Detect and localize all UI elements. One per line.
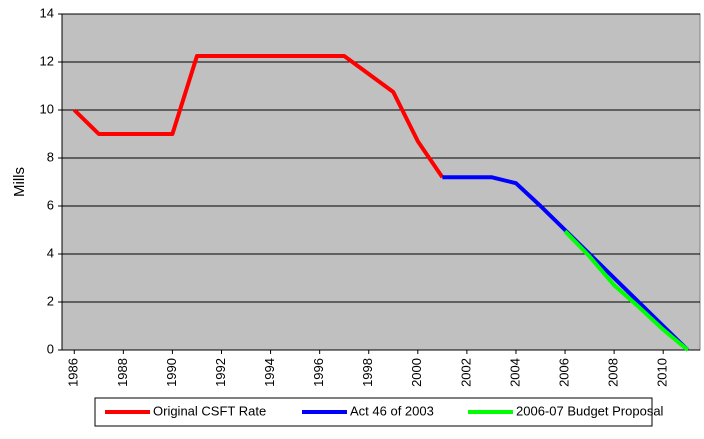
series-line — [442, 175, 690, 352]
y-axis-label: Mills — [11, 167, 28, 197]
legend-label: 2006-07 Budget Proposal — [516, 403, 664, 418]
y-tick-label: 2 — [47, 293, 54, 308]
y-tick-label: 4 — [47, 245, 54, 260]
y-tick-label: 10 — [40, 101, 54, 116]
x-tick-label: 2008 — [606, 358, 621, 387]
x-tick-label: 1998 — [360, 358, 375, 387]
x-tick-label: 2004 — [507, 358, 522, 387]
x-tick-label: 1992 — [213, 358, 228, 387]
legend-label: Original CSFT Rate — [153, 403, 266, 418]
x-tick-label: 2010 — [655, 358, 670, 387]
x-tick-label: 1994 — [262, 358, 277, 387]
y-tick-label: 0 — [47, 341, 54, 356]
y-tick-label: 14 — [40, 5, 54, 20]
x-tick-label: 1988 — [115, 358, 130, 387]
legend-label: Act 46 of 2003 — [350, 403, 434, 418]
x-tick-label: 2006 — [556, 358, 571, 387]
y-tick-label: 8 — [47, 149, 54, 164]
x-tick-label: 1996 — [311, 358, 326, 387]
y-tick-label: 6 — [47, 197, 54, 212]
plot-area — [61, 13, 701, 351]
y-tick-label: 12 — [40, 53, 54, 68]
x-tick-label: 2002 — [458, 358, 473, 387]
x-tick-label: 2000 — [409, 358, 424, 387]
legend-box — [94, 397, 653, 427]
x-tick-label: 1990 — [164, 358, 179, 387]
series-line — [72, 54, 444, 179]
x-tick-label: 1986 — [66, 358, 81, 387]
series-line — [563, 229, 690, 352]
